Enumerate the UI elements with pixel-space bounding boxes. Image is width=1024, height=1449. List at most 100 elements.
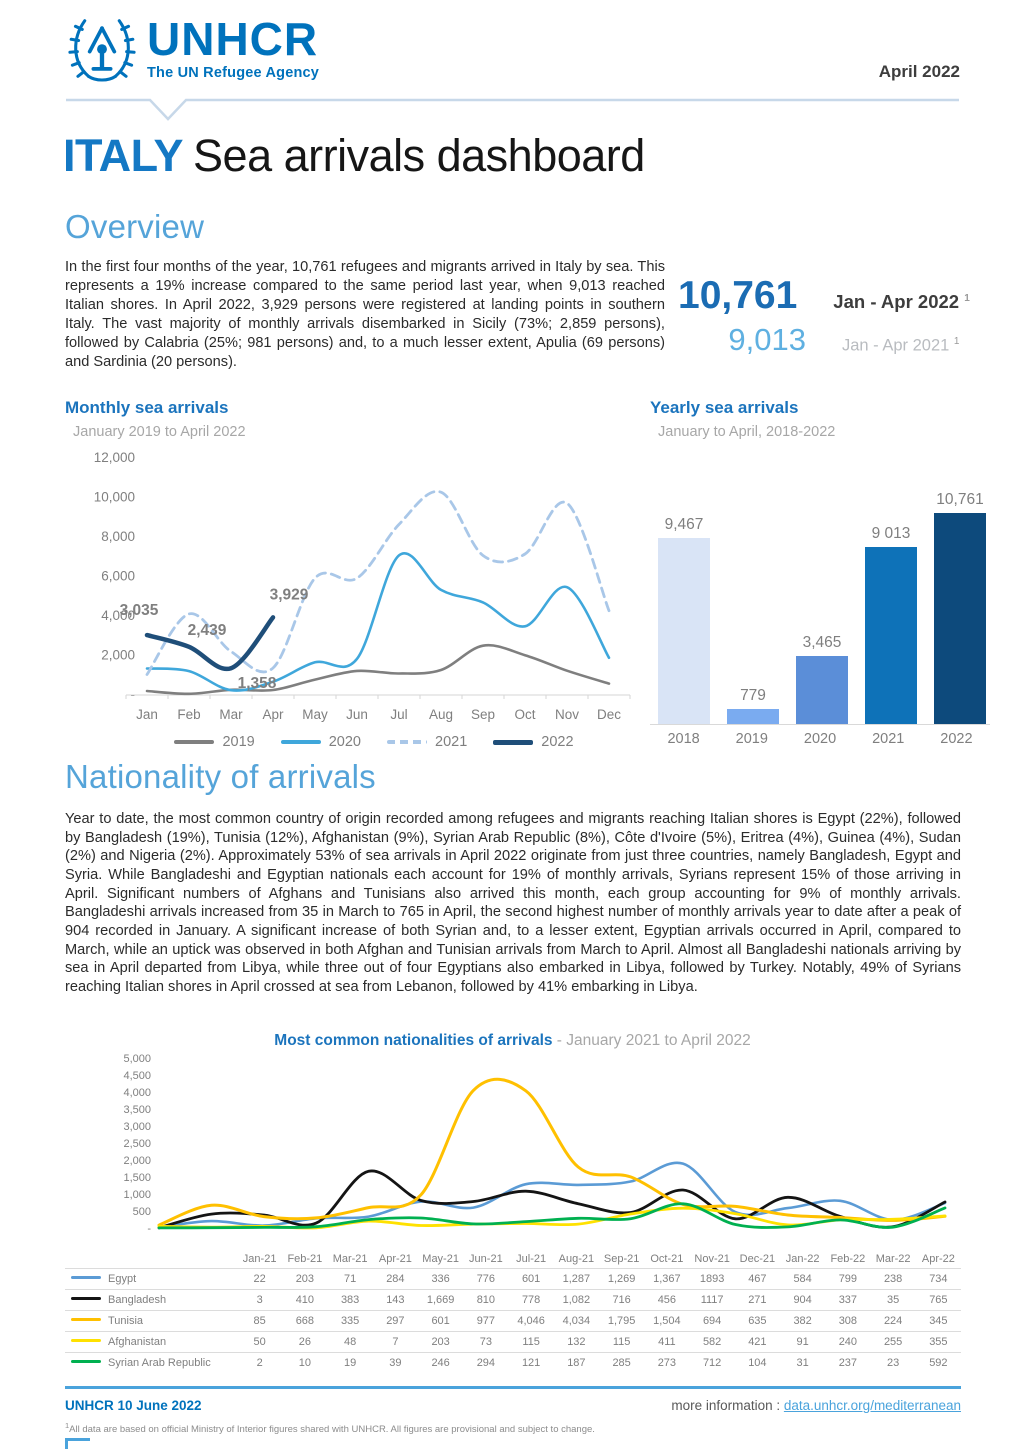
bar-value-label: 9 013 bbox=[871, 525, 911, 542]
legend-swatch bbox=[493, 739, 534, 745]
monthly-chart-legend: 2019 2020 2021 2022 bbox=[65, 734, 633, 750]
table-cell: 35 bbox=[887, 1294, 900, 1306]
monthly-line-chart: 12,00010,0008,0006,0004,0002,000-JanFebM… bbox=[94, 450, 631, 722]
table-cell: 19 bbox=[344, 1357, 357, 1369]
bar-2018 bbox=[658, 538, 710, 724]
overview-paragraph: In the first four months of the year, 10… bbox=[65, 259, 665, 370]
nationality-paragraph: Year to date, the most common country of… bbox=[65, 811, 961, 996]
table-cell: 23 bbox=[887, 1357, 900, 1369]
footnote-mark: 1 bbox=[953, 335, 960, 347]
legend-item-2020: 2020 bbox=[280, 734, 361, 750]
bar-column-2022: 10,761 bbox=[934, 491, 986, 724]
table-cell: 904 bbox=[793, 1294, 812, 1306]
series-swatch bbox=[71, 1318, 101, 1322]
series-swatch bbox=[71, 1297, 101, 1301]
legend-swatch bbox=[280, 740, 321, 744]
yearly-chart-block: Yearly sea arrivals January to April, 20… bbox=[650, 398, 990, 747]
series-line-Tunisia bbox=[157, 1077, 947, 1227]
yearly-chart-title: Yearly sea arrivals bbox=[650, 398, 799, 417]
table-cell: 734 bbox=[929, 1273, 948, 1285]
y-axis-label: 6,000 bbox=[101, 569, 135, 584]
data-label: 1,358 bbox=[238, 675, 277, 692]
table-cell: 238 bbox=[883, 1273, 903, 1285]
series-name: Bangladesh bbox=[108, 1294, 167, 1306]
monthly-chart-title: Monthly sea arrivals bbox=[65, 398, 229, 417]
table-cell: 1,287 bbox=[562, 1273, 591, 1285]
table-row-label: Egypt bbox=[65, 1269, 237, 1290]
bar-category-label: 2021 bbox=[872, 731, 905, 747]
table-cell: 4,046 bbox=[517, 1315, 545, 1327]
monthly-chart-block: Monthly sea arrivals January 2019 to Apr… bbox=[65, 398, 633, 750]
footnote: 1All data are based on official Ministry… bbox=[65, 1421, 595, 1436]
x-axis-label: Apr bbox=[262, 707, 284, 722]
table-cell: 810 bbox=[476, 1294, 496, 1306]
bar-column-2021: 9 013 bbox=[865, 525, 917, 724]
bar-category-label: 2018 bbox=[667, 731, 700, 747]
x-axis-label: Mar bbox=[219, 707, 243, 722]
yearly-chart-categories: 2018 2019 2020 2021 2022 bbox=[650, 725, 990, 747]
table-column-header: Mar-22 bbox=[875, 1253, 911, 1265]
table-cell: 91 bbox=[796, 1336, 809, 1348]
legend-label: 2020 bbox=[328, 734, 361, 750]
bar-value-label: 3,465 bbox=[802, 634, 842, 651]
series-name: Syrian Arab Republic bbox=[108, 1357, 211, 1369]
table-cell: 668 bbox=[295, 1315, 315, 1327]
table-cell: 355 bbox=[929, 1336, 948, 1348]
table-cell: 383 bbox=[340, 1294, 360, 1306]
bar-column-2019: 779 bbox=[727, 687, 779, 724]
table-column-header: Mar-21 bbox=[332, 1253, 368, 1265]
table-cell: 187 bbox=[567, 1357, 586, 1369]
table-cell: 104 bbox=[748, 1357, 767, 1369]
table-cell: 121 bbox=[521, 1357, 541, 1369]
legend-swatch bbox=[387, 740, 427, 744]
bar-column-2020: 3,465 bbox=[796, 634, 848, 724]
table-cell: 584 bbox=[793, 1273, 812, 1285]
x-axis-label: Jun bbox=[346, 707, 368, 722]
table-cell: 712 bbox=[702, 1357, 722, 1369]
table-row-afghanistan: Afghanistan 50 26 48 7 203 73 115 132 115 411 582 42… bbox=[65, 1331, 961, 1353]
footnote-mark: 1 bbox=[964, 292, 970, 304]
series-line-Syrian Arab Republic bbox=[157, 1202, 947, 1230]
table-cell: 1893 bbox=[699, 1273, 725, 1285]
bar-value-label: 10,761 bbox=[936, 491, 984, 508]
table-cell: 335 bbox=[340, 1315, 360, 1327]
page-title: ITALY Sea arrivals dashboard bbox=[63, 130, 645, 182]
table-cell: 284 bbox=[386, 1273, 405, 1285]
mediterranean-data-link[interactable]: data.unhcr.org/mediterranean bbox=[783, 1398, 961, 1413]
data-label: 3,929 bbox=[270, 586, 309, 603]
table-cell: 294 bbox=[476, 1357, 496, 1369]
yearly-bar-chart: 9,467 779 3,465 9 013 10,761 bbox=[650, 474, 990, 725]
nationalities-table: Jan-21 Feb-21 Mar-21 Apr-21 May-21 Jun-21 Jul-… bbox=[65, 1250, 961, 1373]
table-row-syrian-arab-republic: Syrian Arab Republic 2 10 19 39 246 294 121 187 2… bbox=[65, 1352, 961, 1374]
legend-label: 2021 bbox=[435, 734, 468, 750]
table-cell: 26 bbox=[298, 1336, 311, 1348]
table-column-header: Dec-21 bbox=[739, 1253, 776, 1265]
x-axis-label: Aug bbox=[429, 707, 453, 722]
table-cell: 237 bbox=[838, 1357, 858, 1369]
table-column-header: Nov-21 bbox=[694, 1253, 730, 1265]
table-cell: 224 bbox=[883, 1315, 903, 1327]
table-cell: 456 bbox=[657, 1294, 677, 1306]
table-cell: 203 bbox=[431, 1336, 450, 1348]
table-cell: 308 bbox=[838, 1315, 858, 1327]
y-axis-label: 4,000 bbox=[101, 608, 135, 623]
table-column-header: Apr-22 bbox=[921, 1253, 955, 1265]
table-cell: 31 bbox=[796, 1357, 809, 1369]
overview-heading: Overview bbox=[65, 208, 205, 245]
table-cell: 345 bbox=[929, 1315, 948, 1327]
table-cell: 1117 bbox=[700, 1294, 724, 1306]
table-cell: 132 bbox=[567, 1336, 586, 1348]
table-cell: 2 bbox=[256, 1357, 263, 1369]
next-page-corner bbox=[65, 1438, 90, 1449]
y-axis-label: 8,000 bbox=[101, 529, 135, 544]
y-axis-label: 2,000 bbox=[101, 648, 135, 663]
table-cell: 285 bbox=[612, 1357, 631, 1369]
table-cell: 115 bbox=[522, 1336, 540, 1348]
table-cell: 1,269 bbox=[607, 1273, 636, 1285]
table-cell: 22 bbox=[253, 1273, 266, 1285]
y-axis-label: - bbox=[147, 1223, 151, 1235]
footer-divider bbox=[65, 1386, 961, 1389]
table-cell: 85 bbox=[253, 1315, 266, 1327]
table-cell: 3 bbox=[256, 1294, 263, 1306]
y-axis-label: 4,000 bbox=[123, 1087, 151, 1099]
